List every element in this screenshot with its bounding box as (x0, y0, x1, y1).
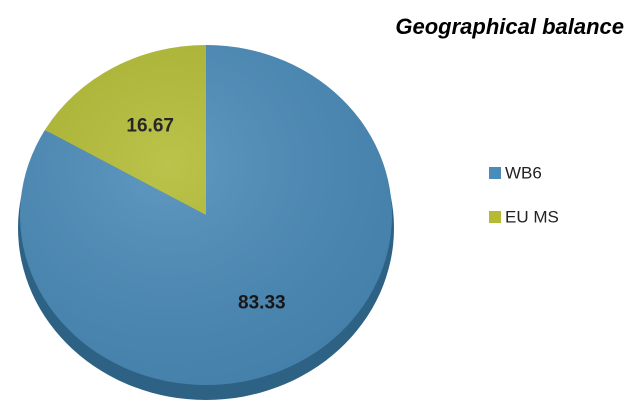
legend-label: EU MS (505, 207, 559, 226)
legend-swatch (489, 211, 501, 223)
pie-highlight (20, 45, 392, 385)
legend-label: WB6 (505, 163, 542, 182)
legend-swatch (489, 167, 501, 179)
chart-title: Geographical balance (395, 14, 624, 39)
